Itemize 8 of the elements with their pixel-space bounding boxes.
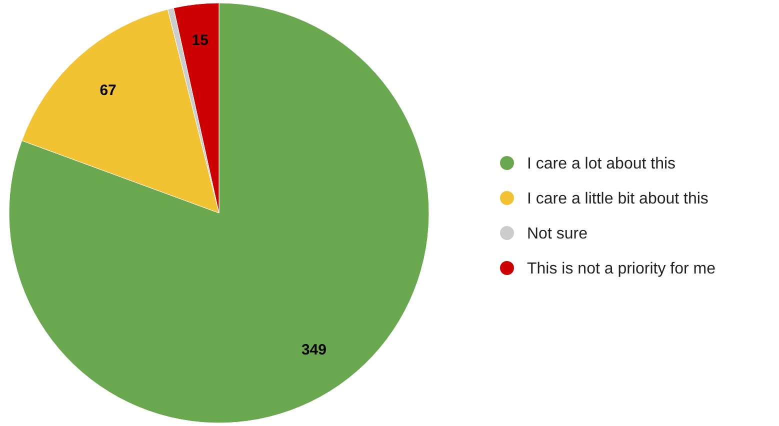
legend-label: I care a little bit about this (527, 190, 708, 208)
legend-label: Not sure (527, 226, 588, 243)
pie-slice (8, 2, 430, 424)
legend-label: I care a lot about this (527, 156, 676, 173)
data-label: 349 (301, 341, 326, 358)
legend-label: This is not a priority for me (527, 260, 716, 278)
data-label: 67 (100, 82, 116, 99)
data-label: 15 (192, 32, 208, 49)
